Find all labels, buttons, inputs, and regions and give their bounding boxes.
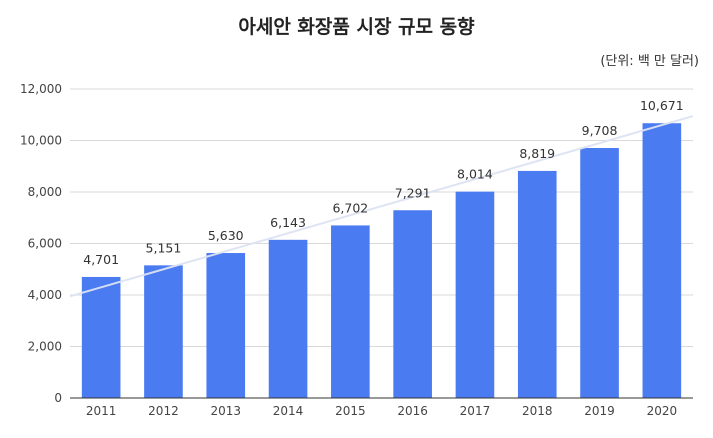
trend-line	[69, 115, 694, 298]
unit-note: (단위: 백 만 달러)	[600, 54, 699, 69]
data-label-2017: 8,014	[457, 167, 493, 182]
x-tick-label-2011: 2011	[86, 404, 117, 418]
bar-2012	[144, 265, 183, 398]
bar-2013	[206, 253, 246, 398]
data-label-2019: 9,708	[582, 123, 618, 138]
x-tick-label-2018: 2018	[522, 404, 553, 418]
bar-2011	[81, 276, 121, 398]
data-label-2011: 4,701	[83, 252, 119, 267]
bar-2018	[517, 170, 557, 398]
x-tick-label-2020: 2020	[647, 404, 678, 418]
y-tick-label: 6,000	[28, 237, 62, 251]
x-tick-label-2014: 2014	[273, 404, 304, 418]
data-label-2018: 8,819	[519, 146, 555, 161]
y-tick-label: 0	[54, 391, 62, 405]
y-axis-ticks: 0 2,000 4,000 6,000 8,000 10,000 12,000	[20, 82, 62, 405]
data-label-2013: 5,630	[208, 228, 244, 243]
y-tick-label: 2,000	[28, 340, 62, 354]
bar-2016	[393, 210, 432, 398]
x-axis-ticks: 2011 2012 2013 2014 2015 2016 2017 2018 2019 2020	[86, 404, 677, 418]
x-tick-label-2013: 2013	[210, 404, 241, 418]
bar-2017	[455, 191, 495, 398]
bar-2015	[331, 225, 370, 398]
x-tick-label-2017: 2017	[460, 404, 491, 418]
bars	[81, 123, 682, 399]
trendline	[69, 115, 694, 298]
x-tick-label-2016: 2016	[397, 404, 428, 418]
chart-title: 아세안 화장품 시장 규모 동향	[238, 16, 475, 38]
bar-2020	[642, 123, 682, 399]
data-labels: 4,701 5,151 5,630 6,143 6,702 7,291 8,014 8,819…	[83, 98, 683, 267]
x-tick-label-2019: 2019	[584, 404, 615, 418]
y-tick-label: 12,000	[20, 82, 62, 96]
y-tick-label: 4,000	[28, 288, 62, 302]
data-label-2014: 6,143	[270, 215, 306, 230]
x-tick-label-2012: 2012	[148, 404, 179, 418]
x-tick-label-2015: 2015	[335, 404, 366, 418]
data-label-2012: 5,151	[146, 240, 182, 255]
data-label-2020: 10,671	[640, 98, 684, 113]
y-tick-label: 10,000	[20, 134, 62, 148]
bar-2019	[580, 148, 619, 398]
data-label-2016: 7,291	[395, 185, 431, 200]
y-tick-label: 8,000	[28, 185, 62, 199]
data-label-2015: 6,702	[332, 200, 368, 215]
bar-2014	[268, 239, 308, 398]
